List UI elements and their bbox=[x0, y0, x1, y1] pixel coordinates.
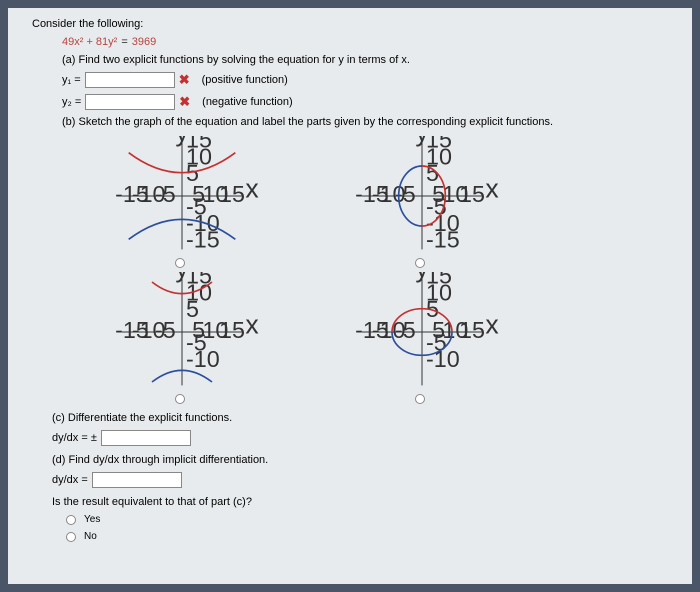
y2-desc: (negative function) bbox=[202, 96, 293, 108]
svg-text:x: x bbox=[245, 174, 259, 204]
svg-text:x: x bbox=[245, 310, 259, 340]
graph-4-radio[interactable] bbox=[415, 394, 425, 404]
svg-text:-10: -10 bbox=[426, 346, 460, 372]
y1-desc: (positive function) bbox=[202, 74, 288, 86]
graph-1: -15-10-551015 51015-5-10-15 yx bbox=[92, 136, 272, 256]
svg-text:y: y bbox=[175, 136, 189, 147]
part-e-prompt: Is the result equivalent to that of part… bbox=[52, 496, 668, 508]
svg-text:x: x bbox=[485, 310, 499, 340]
svg-text:-15: -15 bbox=[426, 227, 460, 253]
yes-radio[interactable] bbox=[66, 515, 76, 525]
svg-text:y: y bbox=[415, 272, 429, 283]
incorrect-icon: ✖ bbox=[179, 94, 190, 110]
part-a-prompt: (a) Find two explicit functions by solvi… bbox=[62, 54, 668, 66]
y1-label: y₁ = bbox=[62, 74, 81, 86]
no-label: No bbox=[84, 531, 97, 542]
part-c-prompt: (c) Differentiate the explicit functions… bbox=[52, 412, 668, 424]
part-d-prompt: (d) Find dy/dx through implicit differen… bbox=[52, 454, 668, 466]
y2-label: y₂ = bbox=[62, 96, 81, 108]
graph-row-1: -15-10-551015 51015-5-10-15 yx -15-10-55… bbox=[92, 136, 668, 268]
svg-text:15: 15 bbox=[426, 136, 452, 153]
part-b-prompt: (b) Sketch the graph of the equation and… bbox=[62, 116, 668, 128]
incorrect-icon: ✖ bbox=[179, 72, 190, 88]
part-c-input[interactable] bbox=[101, 430, 191, 446]
graph-2: -15-10-551015 51015-5-10-15 yx bbox=[332, 136, 512, 256]
part-c-label: dy/dx = ± bbox=[52, 432, 97, 444]
graph-4: -15-10-551015 51015-5-10 yx bbox=[332, 272, 512, 392]
svg-text:x: x bbox=[485, 174, 499, 204]
graph-2-radio[interactable] bbox=[415, 258, 425, 268]
eq-eq: = bbox=[121, 36, 127, 48]
svg-text:-5: -5 bbox=[395, 317, 416, 343]
svg-text:15: 15 bbox=[459, 317, 485, 343]
header: Consider the following: bbox=[32, 18, 668, 30]
svg-text:15: 15 bbox=[186, 136, 212, 153]
yes-label: Yes bbox=[84, 514, 100, 525]
no-radio[interactable] bbox=[66, 532, 76, 542]
svg-text:-15: -15 bbox=[186, 227, 220, 253]
svg-text:-5: -5 bbox=[155, 181, 176, 207]
svg-text:y: y bbox=[175, 272, 189, 283]
svg-text:-10: -10 bbox=[186, 346, 220, 372]
eq-lhs: 49x² + 81y² bbox=[62, 36, 117, 48]
svg-text:15: 15 bbox=[426, 272, 452, 289]
y1-input[interactable] bbox=[85, 72, 175, 88]
y2-input[interactable] bbox=[85, 94, 175, 110]
svg-text:15: 15 bbox=[219, 181, 245, 207]
svg-text:15: 15 bbox=[459, 181, 485, 207]
part-d-label: dy/dx = bbox=[52, 474, 88, 486]
graph-3-radio[interactable] bbox=[175, 394, 185, 404]
svg-text:15: 15 bbox=[186, 272, 212, 289]
equation: 49x² + 81y² = 3969 bbox=[62, 36, 668, 48]
graph-3: -15-10-551015 51015-5-10 yx bbox=[92, 272, 272, 392]
part-d-input[interactable] bbox=[92, 472, 182, 488]
svg-text:15: 15 bbox=[219, 317, 245, 343]
svg-text:y: y bbox=[415, 136, 429, 147]
eq-rhs: 3969 bbox=[132, 36, 156, 48]
svg-text:-5: -5 bbox=[155, 317, 176, 343]
graph-row-2: -15-10-551015 51015-5-10 yx -15-10-55101… bbox=[92, 272, 668, 404]
graph-1-radio[interactable] bbox=[175, 258, 185, 268]
